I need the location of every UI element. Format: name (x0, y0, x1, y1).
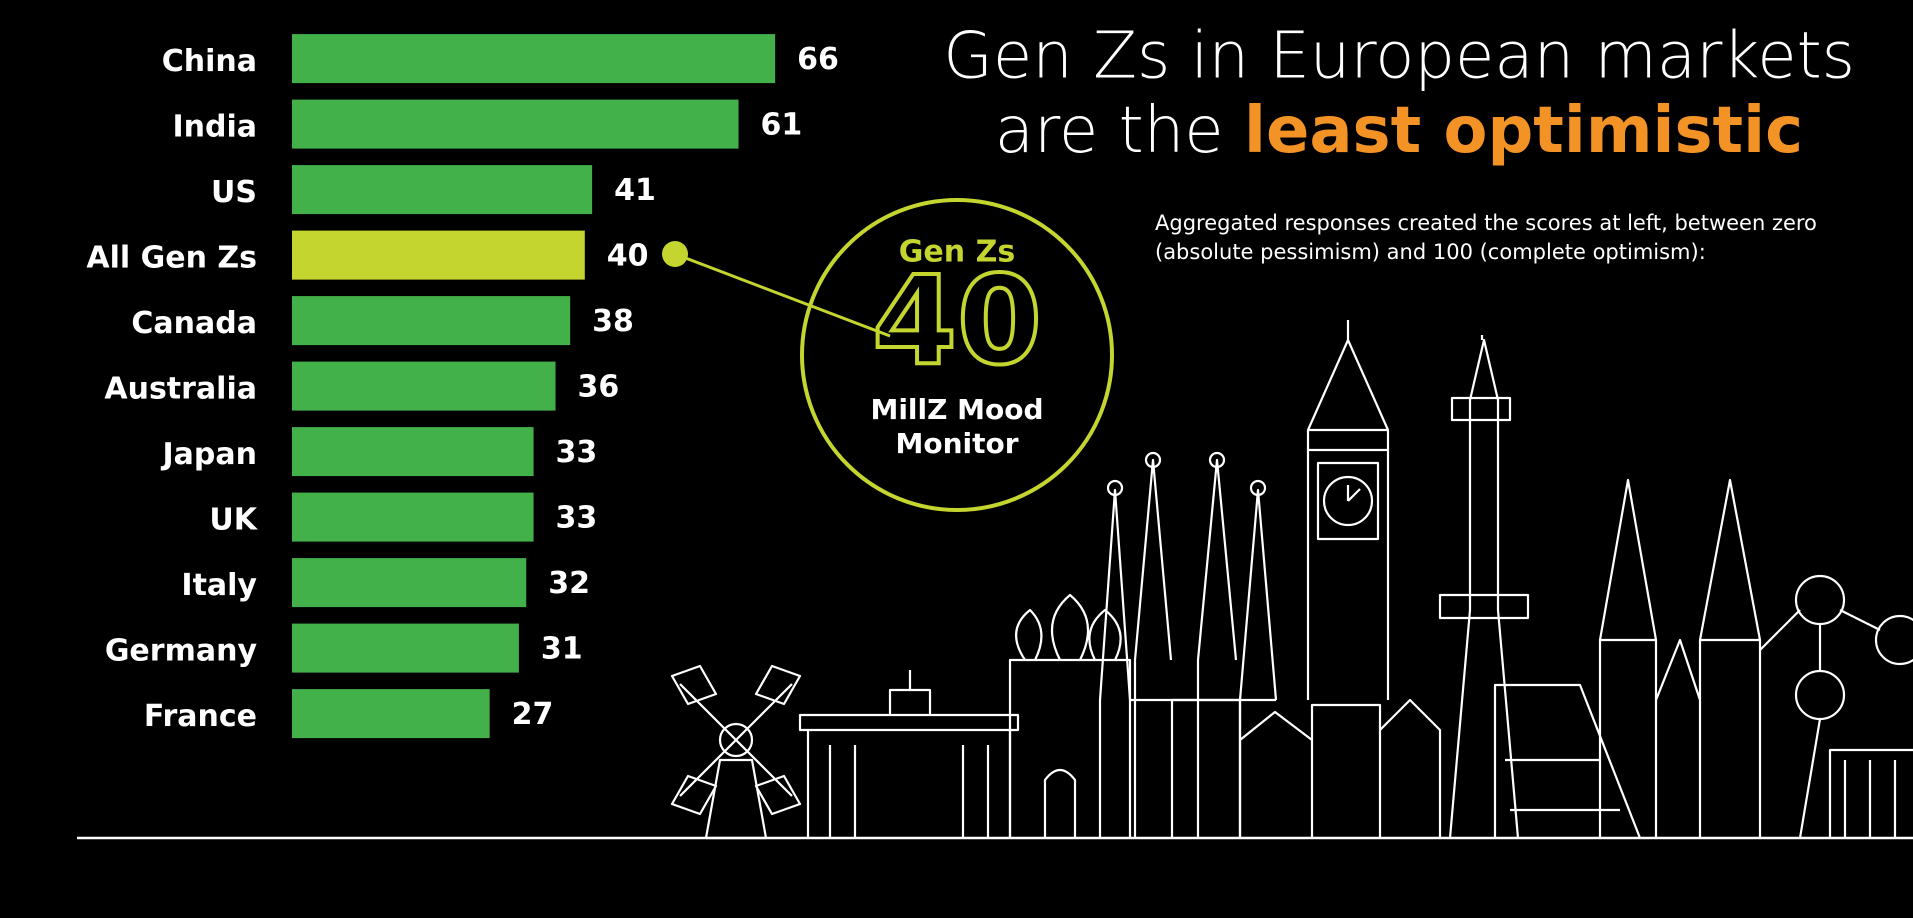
windmill (670, 664, 802, 840)
callout-connector (674, 252, 891, 338)
title-line: Gen Zs in European markets (943, 20, 1855, 94)
bar (292, 34, 776, 84)
town-hall (1493, 683, 1642, 839)
title-part: are the (995, 94, 1224, 168)
tower (1438, 335, 1530, 839)
cathedral (1008, 593, 1132, 838)
category-label: Germany (105, 634, 258, 669)
clock-tower (1306, 320, 1390, 700)
callout-caption: MillZ Mood (870, 393, 1043, 426)
title-line: are the least optimistic (995, 94, 1803, 168)
bar (292, 492, 534, 542)
callout-ring (800, 198, 1114, 512)
bar (292, 165, 593, 215)
category-label: Canada (131, 306, 257, 341)
bar (292, 361, 556, 411)
callout-value: 40 (872, 250, 1042, 392)
value-label: 27 (512, 697, 554, 732)
bar (292, 427, 534, 477)
spires (1098, 451, 1278, 838)
bar (292, 689, 490, 739)
subtitle-line: (absolute pessimism) and 100 (complete o… (1155, 240, 1706, 264)
houses (1170, 698, 1442, 838)
bar (292, 230, 585, 280)
category-label: UK (209, 503, 258, 538)
category-label: India (172, 110, 257, 145)
category-label: Australia (104, 372, 257, 407)
callout-dot (662, 241, 688, 267)
bar (292, 296, 571, 346)
bar (292, 558, 527, 608)
atomium (1759, 574, 1913, 839)
value-label: 36 (578, 370, 620, 405)
value-label: 40 (607, 239, 649, 274)
value-label: 66 (797, 42, 839, 77)
category-label: Japan (161, 437, 257, 472)
title-highlight: least optimistic (1244, 94, 1803, 168)
bar (292, 99, 739, 149)
bar (292, 623, 519, 673)
value-label: 31 (541, 632, 583, 667)
value-label: 61 (761, 108, 803, 143)
callout: Gen Zs 40 MillZ Mood Monitor (662, 198, 1114, 512)
callout-caption: Monitor (895, 427, 1018, 460)
gate (798, 670, 1020, 838)
value-label: 32 (548, 566, 590, 601)
value-label: 33 (556, 501, 598, 536)
value-label: 41 (614, 173, 656, 208)
skyline (77, 320, 1913, 840)
value-label: 38 (592, 304, 634, 339)
category-label: Italy (181, 568, 257, 603)
category-label: US (211, 175, 257, 210)
category-label: France (144, 699, 257, 734)
value-label: 33 (556, 435, 598, 470)
category-label: All Gen Zs (86, 241, 257, 276)
callout-heading: Gen Zs (899, 235, 1015, 270)
subtitle-line: Aggregated responses created the scores … (1155, 211, 1817, 235)
category-label: China (162, 44, 257, 79)
church (1598, 478, 1762, 838)
